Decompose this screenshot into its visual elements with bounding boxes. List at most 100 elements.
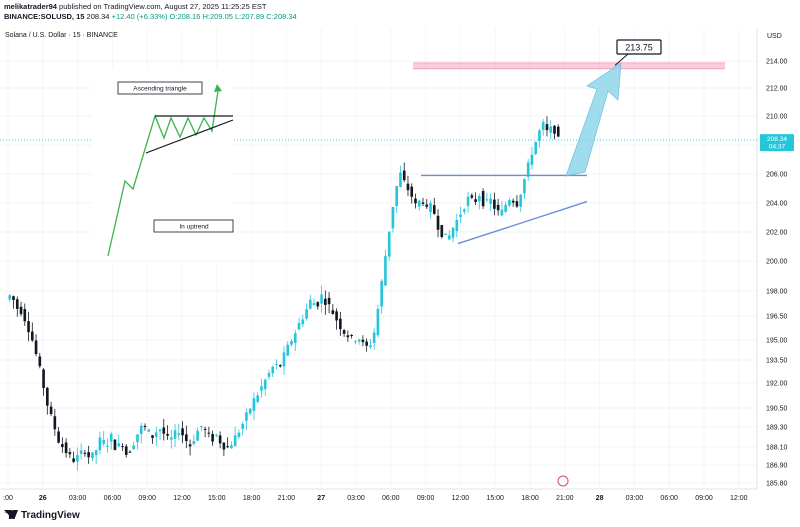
candle-body [61,444,64,448]
candle-body [399,172,402,187]
candle-body [526,162,530,177]
candle-body [94,450,98,456]
y-tick-label: 185.80 [766,481,788,488]
candle-body [173,430,177,439]
candle-body [342,330,346,334]
candle-body [545,124,549,131]
candle-body [72,458,75,462]
symbol-name: BINANCE:SOLUSD, 15 [4,12,85,21]
candle-body [27,321,30,333]
candle-body [113,439,117,451]
candle-body [384,256,387,286]
last-price: 208.34 [86,12,110,21]
candle-body [154,432,158,437]
candle-body [361,339,365,343]
candle-body [275,364,278,366]
candle-body [556,126,560,137]
candle-body [23,309,27,322]
candle-body [534,142,538,155]
candle-body [57,431,60,443]
y-tick-label: 192.00 [766,381,788,388]
projection-arrow [565,62,622,177]
candle-body [451,227,455,238]
x-tick-label: 27 [317,495,325,502]
candle-body [478,196,481,202]
x-tick-label: 09:00 [138,495,156,502]
symbol-line: BINANCE:SOLUSD, 15 208.34 +12.40 (+6.33%… [4,12,297,21]
candle-body [354,341,357,343]
candle-body [339,318,342,330]
candle-body [263,379,267,390]
candle-body [327,297,331,305]
candle-body [297,323,301,330]
candle-body [466,196,470,206]
candle-body [233,435,237,447]
candle-body [252,398,256,411]
y-tick-label: 198.00 [766,289,788,296]
x-tick-label: :00 [3,495,13,502]
candle-body [455,219,459,232]
candle-body [79,450,83,454]
candle-body [158,429,162,432]
candle-body [308,299,312,309]
target-zone [413,62,725,69]
candle-body [64,442,68,454]
candle-body [406,183,410,191]
candle-body [425,204,429,207]
candle-body [324,298,327,305]
inset-pattern-label-box [117,81,203,95]
candle-body [169,437,173,440]
candle-body [181,428,184,436]
candle-body [12,296,15,300]
last-price-box [760,134,794,152]
candle-body [34,340,38,354]
y-tick-label: 190.50 [766,406,788,413]
candle-body [42,369,45,388]
x-tick-label: 21:00 [556,495,574,502]
chart-title: Solana / U.S. Dollar · 15 · BINANCE [5,32,118,39]
x-tick-label: 03:00 [347,495,365,502]
x-tick-label: 28 [596,495,604,502]
y-tick-label: 189.30 [766,425,788,432]
candle-body [87,452,90,458]
candle-body [335,311,338,321]
y-tick-label: 212.00 [766,86,788,93]
candle-body [226,446,229,448]
candle-body [256,395,260,403]
target-label: 213.75 [625,43,653,53]
candle-body [260,386,263,391]
candle-body [136,434,139,443]
y-tick-label: 204.00 [766,201,788,208]
candle-body [143,425,147,428]
x-tick-label: 09:00 [695,495,713,502]
candle-body [76,455,79,462]
candle-body [211,434,214,442]
currency-label: USD [767,33,782,40]
candle-body [230,445,233,449]
candle-body [549,126,553,133]
candle-body [436,215,440,230]
x-tick-label: 03:00 [69,495,87,502]
candle-body [523,179,526,194]
target-callout-box [616,39,662,55]
candle-body [395,186,399,207]
y-tick-label: 196.50 [766,314,788,321]
candle-body [530,154,534,165]
y-tick-label: 210.00 [766,114,788,121]
candle-body [290,341,293,345]
y-tick-label: 188.10 [766,445,788,452]
candle-body [185,434,188,442]
candles [8,116,560,471]
candle-body [331,310,335,315]
replay-icon [557,475,569,487]
inset-trend-label-box [153,219,234,233]
candle-body [508,200,511,206]
candle-body [128,451,132,453]
candle-body [496,204,500,211]
candle-body [372,332,376,344]
x-tick-label: 15:00 [208,495,226,502]
candle-body [402,170,406,181]
candle-body [121,446,124,448]
x-axis: :00 26 03:00 06:00 09:00 12:00 15:00 18:00 21:00… [3,495,748,502]
